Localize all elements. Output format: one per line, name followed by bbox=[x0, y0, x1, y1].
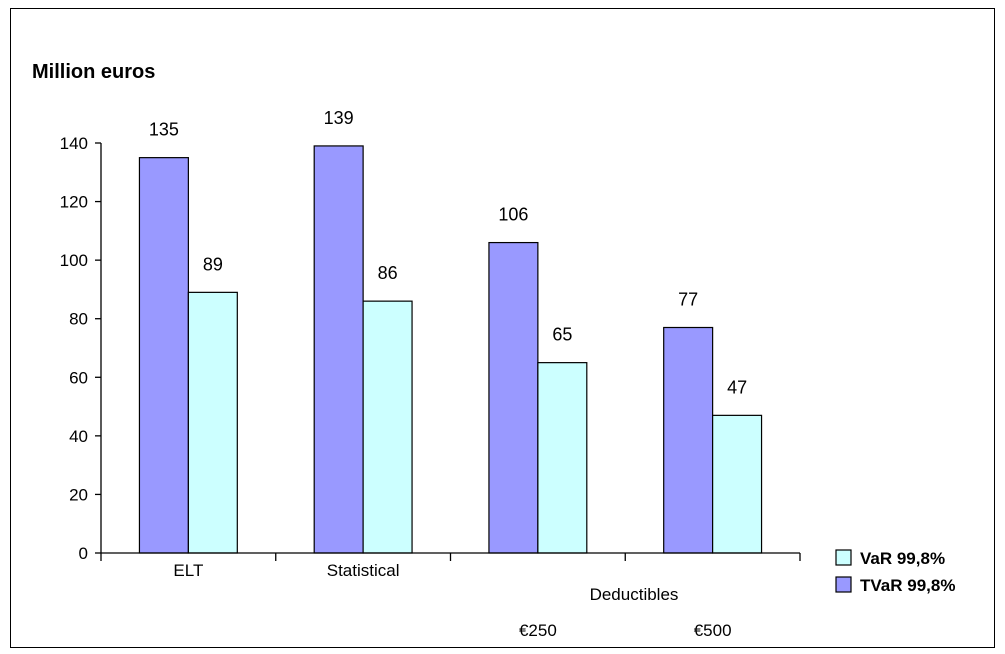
bar-tvar bbox=[138, 157, 189, 554]
legend-label: VaR 99,8% bbox=[860, 549, 945, 568]
data-label: 65 bbox=[552, 325, 572, 345]
y-tick-label: 20 bbox=[69, 485, 88, 504]
legend-swatch bbox=[835, 576, 852, 593]
data-label: 86 bbox=[378, 263, 398, 283]
legend: VaR 99,8% TVaR 99,8% bbox=[835, 549, 955, 595]
y-tick-label: 80 bbox=[69, 310, 88, 329]
y-tick-label: 60 bbox=[69, 368, 88, 387]
y-tick-label: 140 bbox=[60, 134, 88, 153]
bar-var bbox=[187, 291, 238, 554]
data-label: 47 bbox=[727, 377, 747, 397]
x-group-label-deductibles: Deductibles bbox=[590, 585, 679, 604]
data-label: 106 bbox=[498, 205, 528, 225]
bar-var bbox=[537, 362, 588, 554]
x-axis: ELT Statistical €250 €500 bbox=[100, 552, 801, 640]
y-tick-label: 0 bbox=[79, 544, 88, 563]
y-tick-label: 120 bbox=[60, 193, 88, 212]
legend-swatch bbox=[835, 549, 852, 566]
bar-tvar bbox=[488, 241, 539, 554]
bars bbox=[138, 145, 763, 554]
x-category-label: €500 bbox=[694, 621, 732, 640]
data-label: 135 bbox=[149, 120, 179, 140]
bar-var bbox=[712, 414, 763, 554]
bar-tvar bbox=[313, 145, 364, 554]
bar-var bbox=[362, 300, 413, 554]
data-label: 139 bbox=[324, 108, 354, 128]
y-axis-ticks: 0 20 40 60 80 100 120 140 bbox=[60, 134, 102, 563]
y-tick-label: 40 bbox=[69, 427, 88, 446]
x-category-label: €250 bbox=[519, 621, 557, 640]
data-label: 89 bbox=[203, 254, 223, 274]
data-label: 77 bbox=[678, 290, 698, 310]
legend-label: TVaR 99,8% bbox=[860, 576, 955, 595]
y-axis-title: Million euros bbox=[32, 61, 155, 83]
y-tick-label: 100 bbox=[60, 251, 88, 270]
bar-tvar bbox=[663, 326, 714, 554]
x-category-label: ELT bbox=[173, 561, 203, 580]
x-category-label: Statistical bbox=[327, 561, 400, 580]
data-labels: 135 139 106 77 89 86 65 47 bbox=[149, 108, 747, 397]
